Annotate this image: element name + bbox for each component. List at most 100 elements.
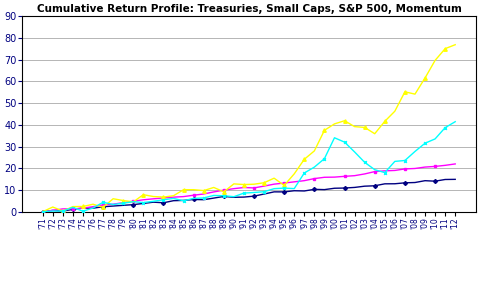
- Momentum: [412, 92, 418, 96]
- Small Caps: [151, 197, 156, 201]
- Line: Momentum: Momentum: [41, 43, 457, 213]
- Momentum: [80, 205, 86, 208]
- Momentum: [261, 181, 267, 185]
- Treasuries: [261, 192, 267, 196]
- Treasuries: [120, 203, 126, 207]
- Treasuries: [60, 209, 66, 213]
- Momentum: [131, 200, 136, 204]
- Small Caps: [392, 169, 398, 172]
- S&P500: [241, 191, 247, 195]
- S&P500: [191, 197, 196, 200]
- Treasuries: [191, 198, 196, 201]
- Momentum: [180, 188, 186, 191]
- Small Caps: [170, 196, 176, 199]
- Small Caps: [332, 175, 337, 179]
- Momentum: [322, 128, 327, 132]
- S&P500: [392, 160, 398, 163]
- Momentum: [352, 125, 358, 128]
- Small Caps: [281, 181, 287, 185]
- Momentum: [201, 189, 206, 192]
- Small Caps: [322, 176, 327, 179]
- S&P500: [141, 201, 146, 204]
- Small Caps: [80, 206, 86, 210]
- S&P500: [312, 165, 317, 169]
- S&P500: [432, 137, 438, 141]
- Momentum: [251, 183, 257, 186]
- S&P500: [100, 201, 106, 204]
- Small Caps: [131, 199, 136, 203]
- Treasuries: [241, 195, 247, 199]
- Small Caps: [261, 184, 267, 188]
- Treasuries: [362, 184, 368, 188]
- Small Caps: [432, 165, 438, 168]
- Momentum: [40, 210, 46, 213]
- Momentum: [342, 119, 348, 123]
- S&P500: [382, 171, 388, 174]
- Small Caps: [452, 162, 458, 166]
- Treasuries: [432, 179, 438, 183]
- S&P500: [201, 196, 206, 200]
- S&P500: [151, 200, 156, 203]
- S&P500: [261, 190, 267, 193]
- Treasuries: [100, 205, 106, 208]
- Small Caps: [342, 175, 348, 178]
- Small Caps: [251, 186, 257, 190]
- Small Caps: [120, 201, 126, 204]
- Momentum: [332, 122, 337, 126]
- S&P500: [422, 141, 428, 145]
- Small Caps: [40, 210, 46, 213]
- Treasuries: [110, 204, 116, 208]
- Treasuries: [281, 190, 287, 194]
- Momentum: [211, 186, 216, 189]
- Small Caps: [50, 208, 56, 212]
- Treasuries: [372, 184, 378, 188]
- Momentum: [422, 76, 428, 80]
- Small Caps: [180, 195, 186, 198]
- Momentum: [191, 188, 196, 191]
- Treasuries: [40, 210, 46, 213]
- Momentum: [452, 43, 458, 46]
- Momentum: [161, 195, 167, 199]
- Momentum: [90, 203, 96, 206]
- Small Caps: [271, 182, 277, 186]
- S&P500: [80, 210, 86, 213]
- Small Caps: [291, 180, 297, 184]
- Small Caps: [382, 169, 388, 173]
- Momentum: [392, 109, 398, 113]
- Treasuries: [382, 182, 388, 186]
- Momentum: [312, 149, 317, 153]
- Momentum: [221, 190, 227, 193]
- Small Caps: [402, 167, 408, 171]
- Treasuries: [322, 188, 327, 191]
- Treasuries: [412, 181, 418, 184]
- Small Caps: [161, 196, 167, 200]
- Small Caps: [372, 170, 378, 173]
- Treasuries: [80, 206, 86, 210]
- S&P500: [412, 150, 418, 153]
- Treasuries: [402, 181, 408, 185]
- Momentum: [100, 206, 106, 209]
- Treasuries: [422, 179, 428, 183]
- S&P500: [221, 194, 227, 198]
- S&P500: [161, 198, 167, 202]
- Small Caps: [442, 163, 448, 167]
- Small Caps: [100, 203, 106, 207]
- Small Caps: [191, 193, 196, 197]
- Treasuries: [392, 182, 398, 186]
- Small Caps: [352, 174, 358, 178]
- Treasuries: [131, 203, 136, 206]
- S&P500: [211, 194, 216, 197]
- S&P500: [90, 206, 96, 210]
- Momentum: [291, 172, 297, 176]
- Small Caps: [412, 167, 418, 170]
- Treasuries: [141, 202, 146, 205]
- Treasuries: [180, 199, 186, 202]
- Small Caps: [60, 207, 66, 211]
- Small Caps: [201, 192, 206, 196]
- Small Caps: [90, 205, 96, 208]
- Momentum: [301, 158, 307, 161]
- S&P500: [231, 195, 237, 198]
- Treasuries: [151, 201, 156, 204]
- Small Caps: [422, 165, 428, 169]
- Momentum: [281, 184, 287, 187]
